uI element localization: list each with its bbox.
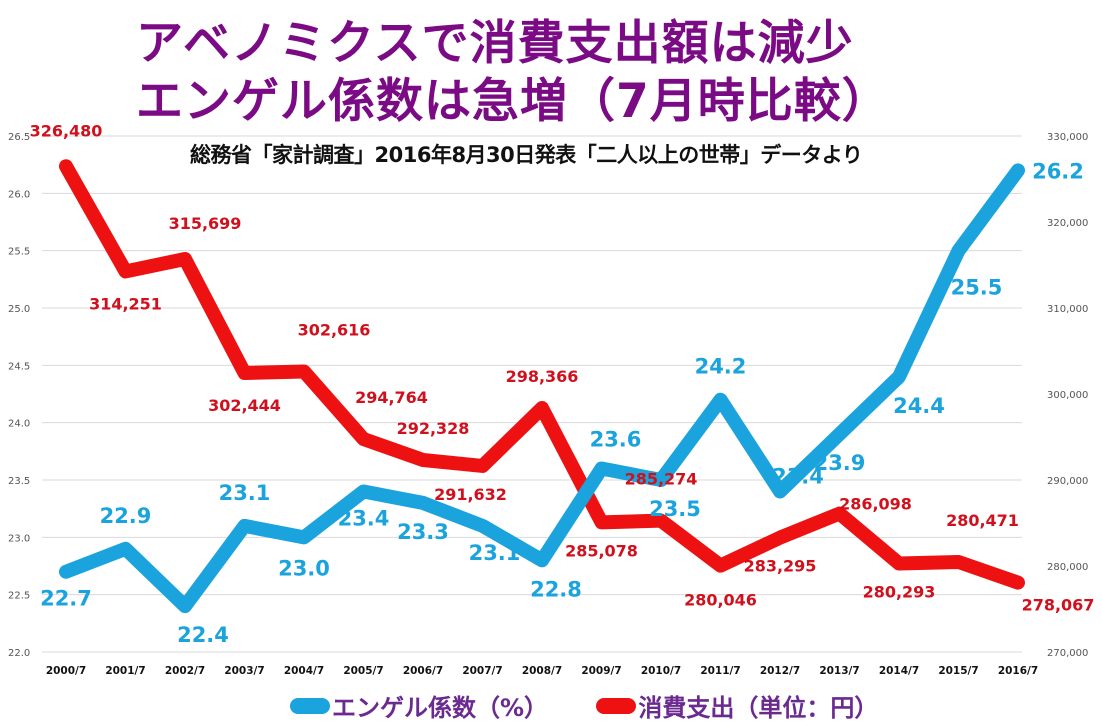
- data-label-spending: 302,616: [298, 321, 371, 340]
- right-axis-tick-label: 330,000: [1047, 132, 1088, 143]
- x-axis-tick-label: 2000/7: [46, 665, 86, 677]
- x-axis-tick-label: 2012/7: [760, 665, 800, 677]
- left-axis-tick-label: 24.0: [8, 419, 30, 430]
- data-label-engel: 23.4: [772, 464, 824, 488]
- x-axis-tick-label: 2008/7: [522, 665, 562, 677]
- chart-subtitle: 総務省「家計調査」2016年8月30日発表「二人以上の世帯」データより: [190, 143, 863, 167]
- data-label-spending: 280,471: [946, 511, 1019, 530]
- data-label-engel: 24.2: [695, 355, 747, 379]
- data-label-spending: 326,480: [30, 121, 103, 140]
- data-label-spending: 302,444: [208, 396, 281, 415]
- x-axis-tick-label: 2013/7: [819, 665, 859, 677]
- x-axis-tick-label: 2002/7: [165, 665, 205, 677]
- data-label-spending: 285,274: [625, 470, 698, 489]
- x-axis-tick-label: 2014/7: [879, 665, 919, 677]
- legend-swatch-blue-icon: [290, 697, 330, 714]
- data-label-engel: 22.7: [40, 587, 92, 611]
- data-label-engel: 22.9: [100, 504, 152, 528]
- chart-title-line-1: アベノミクスで消費支出額は減少: [136, 16, 854, 71]
- data-label-spending: 280,293: [863, 582, 936, 601]
- gridlines: [42, 135, 1022, 653]
- left-axis-tick-label: 25.0: [8, 304, 30, 315]
- x-axis-tick-label: 2009/7: [581, 665, 621, 677]
- data-label-engel: 23.1: [219, 481, 271, 505]
- left-axis: 22.0 22.5 23.0 23.5 24.0 24.5 25.0 25.5 26.0 26.5: [8, 132, 30, 659]
- data-label-engel: 24.4: [893, 394, 945, 418]
- legend-label-engel: エンゲル係数（%）: [332, 694, 549, 722]
- data-label-engel: 22.8: [530, 577, 582, 601]
- data-label-spending: 283,295: [744, 557, 817, 576]
- data-label-spending: 286,098: [839, 495, 912, 514]
- data-label-spending: 298,366: [506, 367, 579, 386]
- legend-item-spending: 消費支出（単位：円）: [596, 688, 878, 723]
- x-axis-tick-label: 2007/7: [462, 665, 502, 677]
- x-axis-tick-label: 2011/7: [700, 665, 740, 677]
- left-axis-tick-label: 26.5: [8, 132, 30, 143]
- x-axis-tick-label: 2006/7: [403, 665, 443, 677]
- x-axis-tick-label: 2010/7: [641, 665, 681, 677]
- series-line-spending: [59, 159, 1025, 590]
- x-axis-tick-label: 2005/7: [343, 665, 383, 677]
- data-label-spending: 285,078: [565, 541, 638, 560]
- data-label-spending: 278,067: [1022, 596, 1095, 615]
- left-axis-tick-label: 23.5: [8, 476, 30, 487]
- left-axis-tick-label: 22.0: [8, 648, 30, 659]
- data-label-engel: 23.0: [278, 556, 330, 580]
- x-axis-tick-label: 2015/7: [938, 665, 978, 677]
- right-axis-tick-label: 300,000: [1047, 390, 1088, 401]
- right-axis-tick-label: 320,000: [1047, 218, 1088, 229]
- x-axis-tick-label: 2004/7: [284, 665, 324, 677]
- x-axis-tick-label: 2001/7: [105, 665, 145, 677]
- x-axis: 2000/7 2001/7 2002/7 2003/7 2004/7 2005/7 2006…: [46, 665, 1038, 677]
- data-label-engel: 23.9: [814, 451, 866, 475]
- right-axis-tick-label: 280,000: [1047, 562, 1088, 573]
- data-label-spending: 315,699: [169, 214, 242, 233]
- data-label-engel: 23.6: [590, 428, 642, 452]
- legend-swatch-red-icon: [596, 697, 637, 714]
- data-label-spending: 294,764: [355, 388, 428, 407]
- data-label-spending: 280,046: [684, 591, 757, 610]
- legend: エンゲル係数（%） 消費支出（単位：円）: [290, 688, 918, 723]
- series-line-engel: [59, 163, 1025, 614]
- data-label-spending: 292,328: [397, 419, 470, 438]
- legend-label-spending: 消費支出（単位：円）: [638, 694, 879, 722]
- data-labels: 22.7 22.9 22.4 23.1 23.0 23.4 23.3 23.1 22.8 23.6…: [30, 121, 1095, 647]
- left-axis-tick-label: 23.0: [8, 533, 30, 544]
- left-axis-tick-label: 22.5: [8, 591, 30, 602]
- legend-item-engel: エンゲル係数（%）: [290, 688, 548, 723]
- right-axis-tick-label: 310,000: [1047, 304, 1088, 315]
- data-label-engel: 25.5: [951, 276, 1003, 300]
- data-label-engel: 23.5: [649, 497, 701, 521]
- data-label-spending: 291,632: [434, 485, 507, 504]
- left-axis-tick-label: 25.5: [8, 247, 30, 258]
- data-label-engel: 23.1: [469, 541, 521, 565]
- x-axis-tick-label: 2016/7: [998, 665, 1038, 677]
- x-axis-tick-label: 2003/7: [224, 665, 264, 677]
- right-axis: 270,000 280,000 290,000 300,000 310,000 320,0…: [1047, 132, 1088, 659]
- data-label-engel: 23.3: [397, 520, 449, 544]
- data-label-engel: 26.2: [1032, 159, 1084, 183]
- series-lines: [59, 159, 1025, 614]
- left-axis-tick-label: 24.5: [8, 361, 30, 372]
- data-label-spending: 314,251: [89, 294, 162, 313]
- right-axis-tick-label: 270,000: [1047, 648, 1088, 659]
- right-axis-tick-label: 290,000: [1047, 476, 1088, 487]
- left-axis-tick-label: 26.0: [8, 189, 30, 200]
- chart-title-line-2: エンゲル係数は急増（7月時比較）: [136, 74, 890, 129]
- data-label-engel: 22.4: [177, 623, 229, 647]
- data-label-engel: 23.4: [338, 506, 390, 530]
